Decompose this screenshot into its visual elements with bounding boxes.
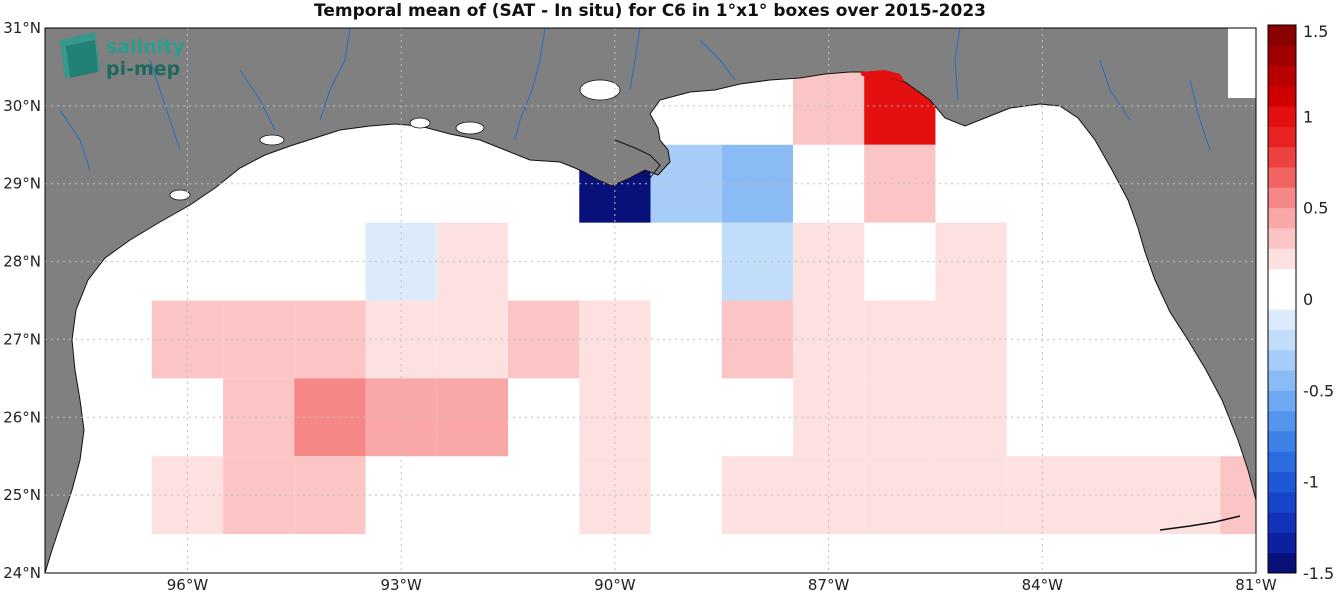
colorbar-swatch — [1268, 248, 1296, 270]
latitude-labels: 24°N 25°N 26°N 27°N 28°N 29°N 30°N 31°N — [3, 19, 41, 582]
colorbar-swatch — [1268, 227, 1296, 249]
longitude-labels: 96°W 93°W 90°W 87°W 84°W 81°W — [167, 576, 1277, 594]
colorbar-swatch — [1268, 146, 1296, 168]
colorbar-labels: 1.5 1 0.5 0 -0.5 -1 -1.5 — [1303, 22, 1334, 583]
data-cell — [721, 222, 793, 301]
longitude-tick-label: 84°W — [1022, 576, 1064, 594]
colorbar-tick-label: 0 — [1303, 290, 1313, 309]
data-cell — [864, 300, 936, 379]
data-cell — [792, 378, 865, 457]
colorbar-swatch — [1268, 532, 1296, 554]
data-cell — [294, 378, 366, 457]
latitude-tick-label: 28°N — [3, 253, 41, 271]
data-cell — [721, 144, 793, 223]
longitude-tick-label: 81°W — [1235, 576, 1277, 594]
latitude-tick-label: 26°N — [3, 408, 41, 426]
map-frame — [44, 27, 1257, 574]
colorbar-swatch — [1268, 512, 1296, 533]
land-mass — [45, 28, 1256, 573]
colorbar-swatch — [1268, 187, 1296, 209]
colorbar-swatch — [1268, 65, 1296, 87]
colorbar-tick-label: 1 — [1303, 107, 1313, 126]
colorbar-tick-label: -1.5 — [1303, 564, 1334, 583]
data-cell — [294, 300, 366, 379]
data-cell — [294, 456, 366, 535]
colorbar-swatch — [1268, 410, 1296, 432]
salinity-pi-mep-logo: salinity pi-mep — [60, 32, 185, 80]
logo-text-line1: salinity — [106, 36, 185, 58]
colorbar-swatch — [1268, 390, 1296, 412]
colorbar-swatch — [1268, 106, 1296, 127]
colorbar-swatch — [1268, 329, 1296, 351]
data-cell — [721, 300, 793, 379]
colorbar-swatch — [1268, 25, 1296, 46]
colorbar-swatch — [1268, 126, 1296, 148]
data-cell — [223, 300, 295, 379]
colorbar-swatch — [1268, 370, 1296, 391]
colorbar-swatch — [1268, 471, 1296, 493]
colorbar-swatch — [1268, 349, 1296, 371]
colorbar-swatch — [1268, 552, 1296, 574]
data-cell — [792, 66, 865, 145]
longitude-tick-label: 87°W — [808, 576, 850, 594]
longitude-tick-label: 90°W — [594, 576, 636, 594]
colorbar-tick-label: -0.5 — [1303, 381, 1334, 400]
latitude-tick-label: 27°N — [3, 330, 41, 348]
colorbar-swatch — [1268, 167, 1296, 188]
data-cell — [864, 456, 936, 535]
data-cell — [792, 222, 865, 301]
colorbar-tick-label: -1 — [1303, 473, 1319, 492]
colorbar-swatch — [1268, 430, 1296, 452]
coastal-red-highlight — [860, 70, 905, 82]
data-cell — [151, 300, 224, 379]
colorbar-frame — [1267, 24, 1297, 574]
colorbar-tick-label: 1.5 — [1303, 22, 1328, 41]
longitude-tick-label: 96°W — [167, 576, 209, 594]
data-cell — [864, 144, 936, 223]
data-cell — [721, 456, 793, 535]
data-cell — [864, 378, 936, 457]
colorbar-swatch — [1268, 85, 1296, 107]
latitude-tick-label: 29°N — [3, 175, 41, 193]
colorbar-swatch — [1268, 491, 1296, 513]
longitude-tick-label: 93°W — [380, 576, 422, 594]
data-cell — [223, 456, 295, 535]
latitude-tick-label: 31°N — [3, 19, 41, 37]
map-title: Temporal mean of (SAT - In situ) for C6 … — [314, 1, 986, 21]
colorbar-swatch — [1268, 309, 1296, 330]
colorbar-swatch — [1268, 45, 1296, 67]
graticule — [45, 28, 1256, 573]
data-cell — [792, 300, 865, 379]
colorbar-tick-label: 0.5 — [1303, 199, 1328, 218]
latitude-tick-label: 24°N — [3, 564, 41, 582]
logo-text-line2: pi-mep — [106, 58, 180, 80]
colorbar-swatch — [1268, 207, 1296, 229]
colorbar-swatch — [1268, 288, 1296, 310]
data-cell — [223, 378, 295, 457]
colorbar-swatch — [1268, 451, 1296, 473]
colorbar — [1268, 25, 1296, 574]
colorbar-swatch — [1268, 268, 1296, 290]
latitude-tick-label: 25°N — [3, 486, 41, 504]
latitude-tick-label: 30°N — [3, 97, 41, 115]
